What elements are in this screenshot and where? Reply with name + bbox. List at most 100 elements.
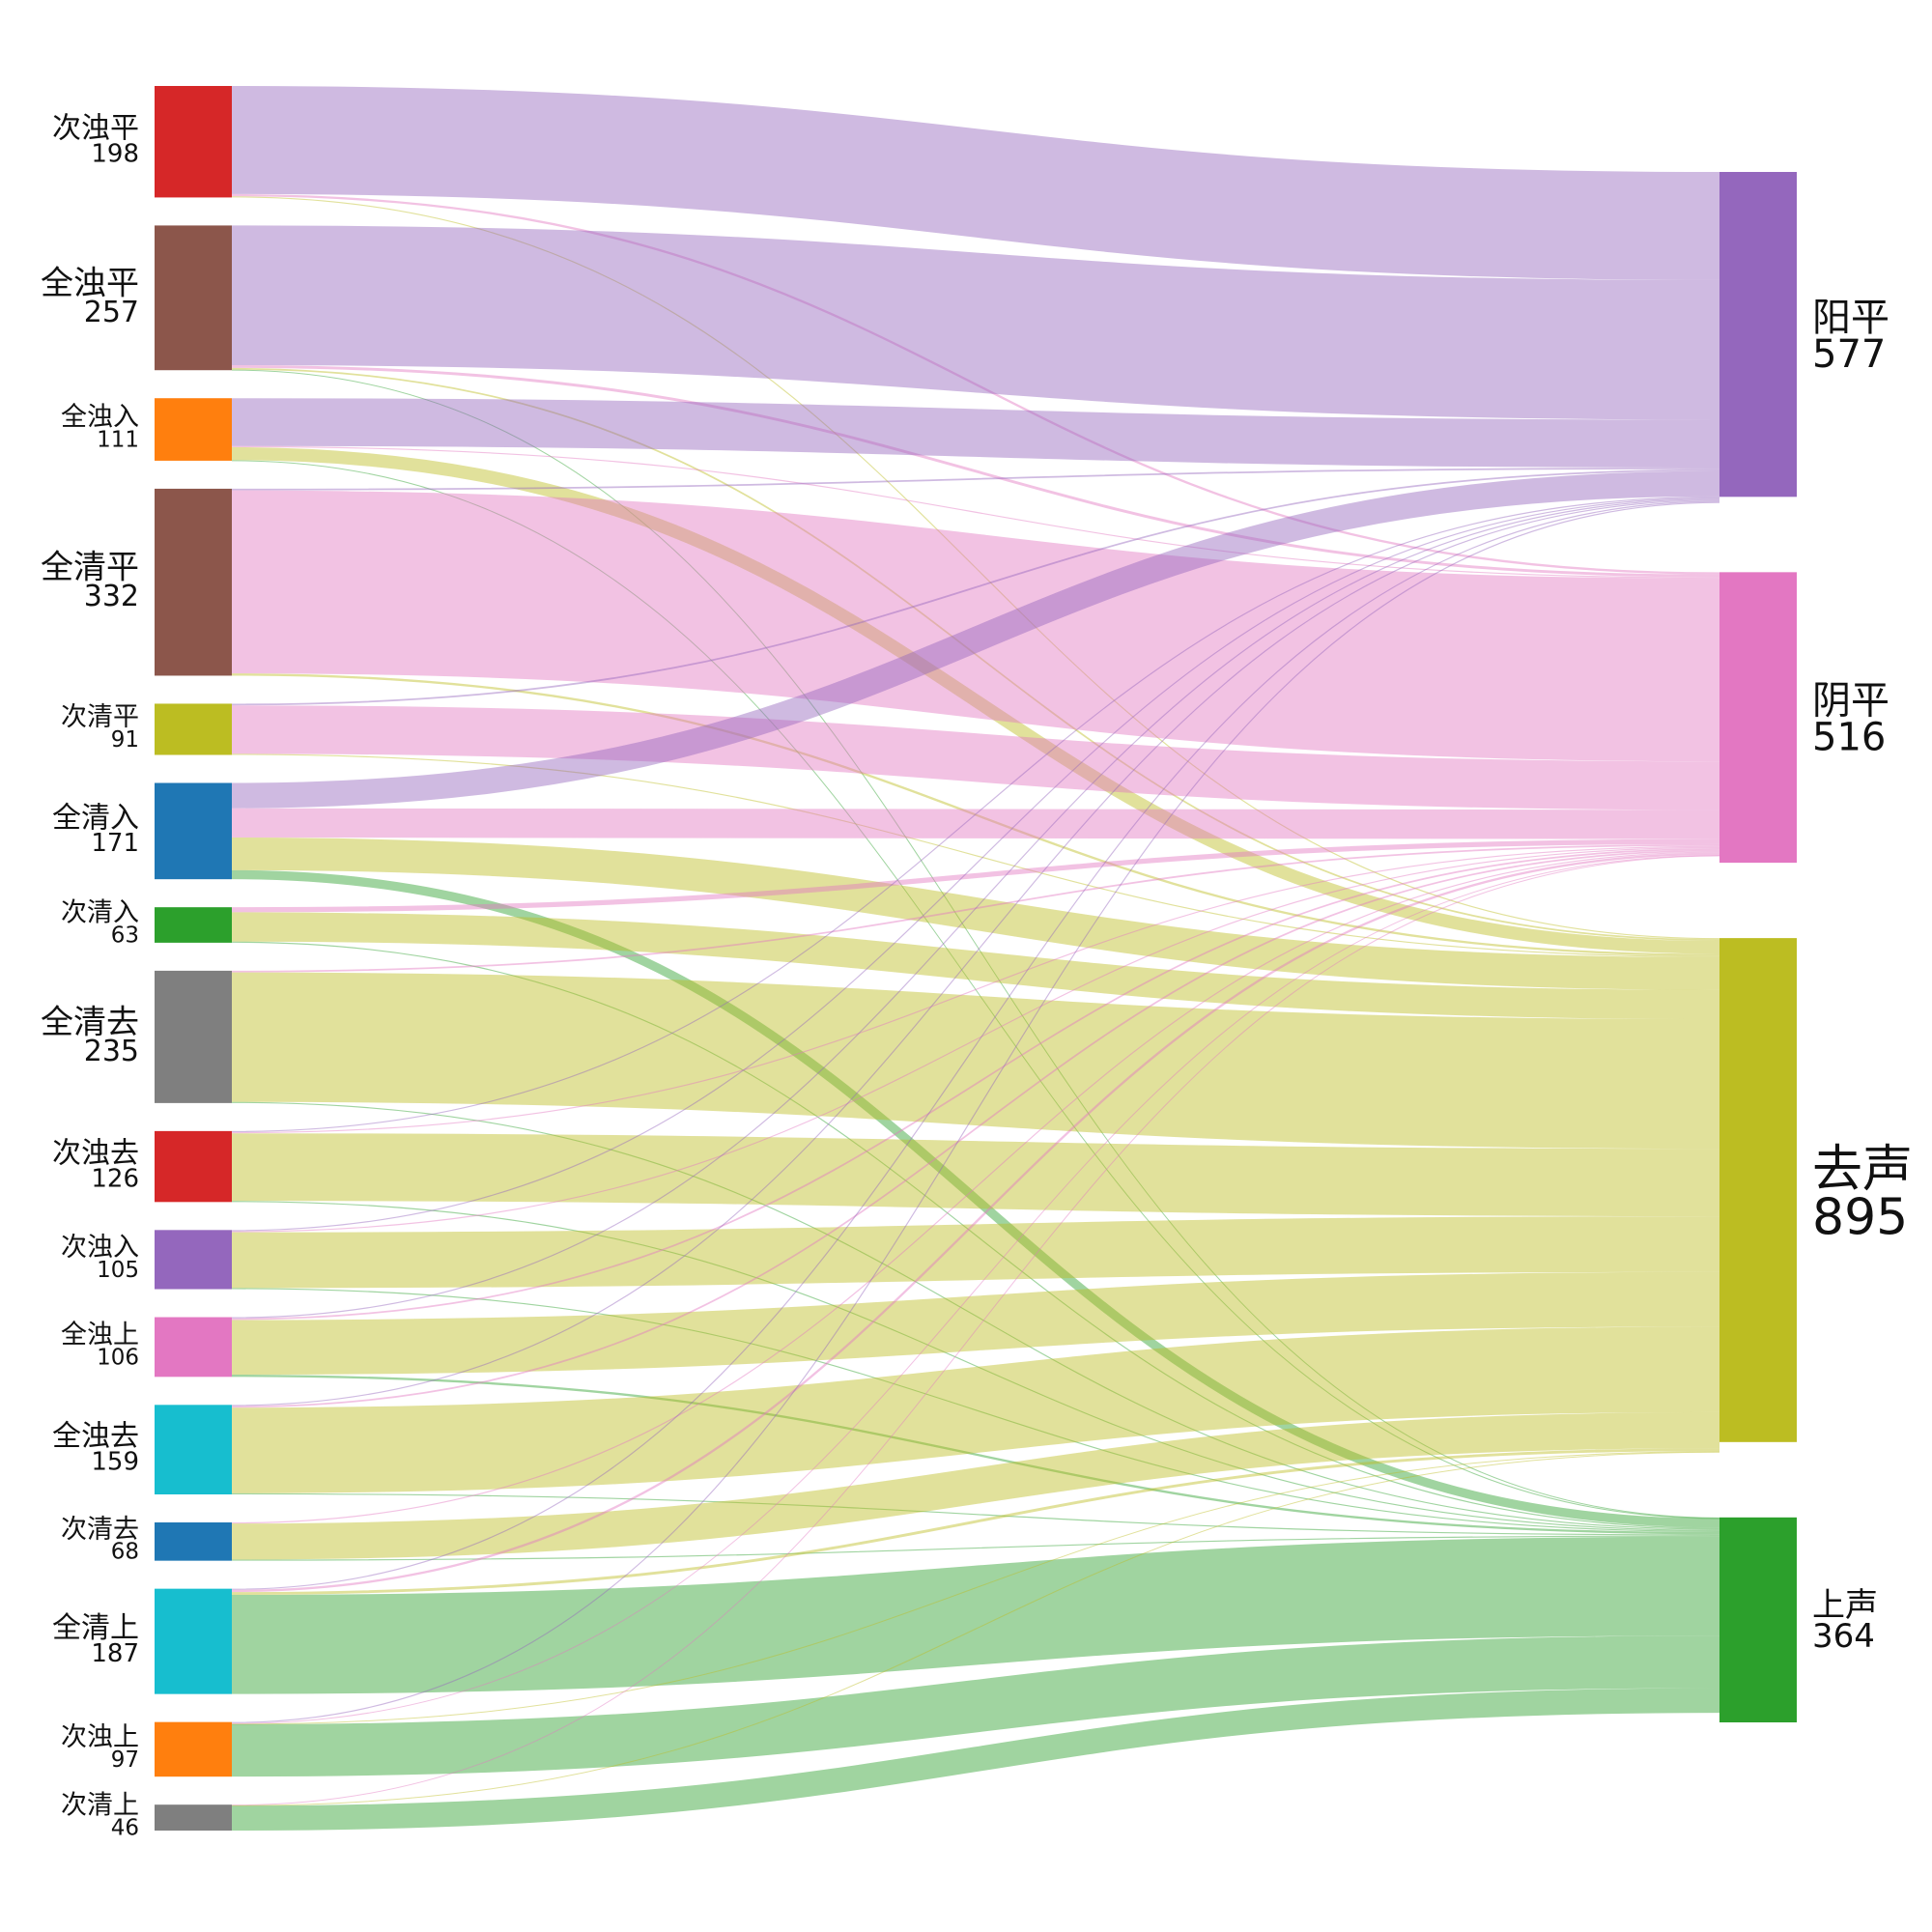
source-label-全浊去: 全浊去: [52, 1420, 139, 1454]
source-node-全清平: [155, 488, 232, 676]
link-次浊平-阴平: [231, 193, 1720, 575]
link-次清平-阳平: [231, 469, 1720, 706]
target-value-上声: 364: [1812, 1617, 1875, 1656]
link-全浊上-阳平: [231, 498, 1720, 1319]
link-全清上-去声: [231, 1448, 1720, 1596]
link-全清入-去声: [231, 838, 1720, 990]
link-全清去-去声: [231, 972, 1720, 1150]
link-次清入-上声: [231, 941, 1720, 1529]
link-全清上-阳平: [231, 500, 1720, 1590]
target-label-去声: 去声: [1812, 1141, 1913, 1199]
link-layer: [231, 86, 1720, 1832]
link-次浊去-阳平: [231, 496, 1720, 1133]
source-value-全浊去: 159: [91, 1447, 139, 1476]
source-node-次清去: [155, 1522, 232, 1561]
link-次浊入-去声: [231, 1216, 1720, 1289]
source-label-次浊入: 次浊入: [61, 1233, 139, 1263]
link-次浊去-上声: [231, 1201, 1720, 1531]
link-全清平-去声: [231, 673, 1720, 956]
link-次清入-去声: [231, 912, 1720, 1020]
source-label-全清去: 全清去: [41, 1003, 139, 1041]
link-全清去-上声: [231, 1101, 1720, 1530]
node-layer: [155, 86, 1797, 1831]
link-次浊去-阴平: [231, 845, 1720, 1134]
source-label-次浊上: 次浊上: [61, 1722, 139, 1752]
source-label-全清平: 全清平: [41, 549, 139, 587]
link-全清平-阴平: [231, 490, 1720, 762]
source-node-次浊平: [155, 86, 232, 198]
source-node-次清上: [155, 1804, 232, 1831]
source-value-全浊入: 111: [97, 427, 139, 452]
link-次清入-阴平: [231, 838, 1720, 913]
link-全浊平-阳平: [231, 225, 1720, 420]
link-次浊去-去声: [231, 1133, 1720, 1217]
link-次浊平-去声: [231, 196, 1720, 940]
link-全浊入-阳平: [231, 398, 1720, 469]
source-label-全清上: 全清上: [52, 1611, 139, 1645]
source-value-全清平: 332: [84, 580, 139, 613]
link-次浊上-阳平: [231, 501, 1720, 1723]
source-node-次清平: [155, 703, 232, 755]
link-次浊入-上声: [231, 1288, 1720, 1532]
link-次清去-阴平: [231, 851, 1720, 1524]
target-label-阴平: 阴平: [1812, 679, 1889, 724]
link-次浊平-阳平: [231, 86, 1720, 280]
link-次清上-阴平: [231, 855, 1720, 1806]
link-次清平-去声: [231, 753, 1720, 957]
source-label-次浊平: 次浊平: [52, 112, 139, 146]
link-全浊去-去声: [231, 1326, 1720, 1493]
source-value-次浊平: 198: [91, 139, 139, 168]
source-label-全浊入: 全浊入: [61, 403, 139, 433]
source-value-次清平: 91: [111, 727, 139, 753]
link-全浊上-阴平: [231, 847, 1720, 1321]
link-全清上-上声: [231, 1536, 1720, 1694]
target-value-阳平: 577: [1812, 332, 1886, 377]
source-value-全清去: 235: [84, 1035, 139, 1068]
source-label-次浊去: 次浊去: [52, 1137, 139, 1171]
target-node-去声: [1719, 938, 1797, 1442]
link-次清平-阴平: [231, 705, 1720, 810]
link-全浊上-上声: [231, 1374, 1720, 1535]
link-全浊平-去声: [231, 367, 1720, 942]
link-全清上-阴平: [231, 852, 1720, 1593]
source-node-次浊去: [155, 1130, 232, 1203]
link-全浊平-上声: [231, 369, 1720, 1519]
link-全浊去-阳平: [231, 499, 1720, 1406]
link-全浊平-阴平: [231, 364, 1720, 578]
link-次浊上-去声: [231, 1451, 1720, 1725]
source-value-次清入: 63: [111, 923, 139, 948]
source-value-全浊上: 106: [97, 1345, 139, 1370]
link-次浊入-阳平: [231, 497, 1720, 1232]
source-node-全清去: [155, 970, 232, 1103]
link-全清入-上声: [231, 869, 1720, 1528]
source-node-全浊去: [155, 1405, 232, 1495]
link-全浊入-去声: [231, 446, 1720, 954]
link-次清去-上声: [231, 1535, 1720, 1561]
target-node-阳平: [1719, 172, 1797, 497]
source-label-次清平: 次清平: [61, 702, 139, 732]
source-value-次清去: 68: [111, 1540, 139, 1565]
target-node-阴平: [1719, 572, 1797, 864]
source-value-全浊平: 257: [84, 296, 139, 329]
source-node-全浊入: [155, 398, 232, 461]
link-全浊入-上声: [231, 460, 1720, 1520]
link-全清入-阳平: [231, 470, 1720, 809]
source-node-次清入: [155, 907, 232, 943]
source-node-全浊平: [155, 225, 232, 371]
link-次浊上-上声: [231, 1635, 1720, 1777]
source-value-次浊入: 105: [97, 1258, 139, 1283]
source-label-次清入: 次清入: [61, 898, 139, 928]
target-label-上声: 上声: [1812, 1586, 1878, 1625]
source-node-全清入: [155, 782, 232, 880]
source-node-次浊上: [155, 1721, 232, 1777]
source-value-次浊上: 97: [111, 1747, 139, 1773]
link-全浊去-上声: [231, 1492, 1720, 1536]
link-次清去-去声: [231, 1411, 1720, 1560]
source-value-次浊去: 126: [91, 1164, 139, 1193]
link-全浊入-阴平: [231, 445, 1720, 579]
target-node-上声: [1719, 1517, 1797, 1722]
source-value-全清上: 187: [91, 1639, 139, 1668]
link-次清上-上声: [231, 1688, 1720, 1832]
